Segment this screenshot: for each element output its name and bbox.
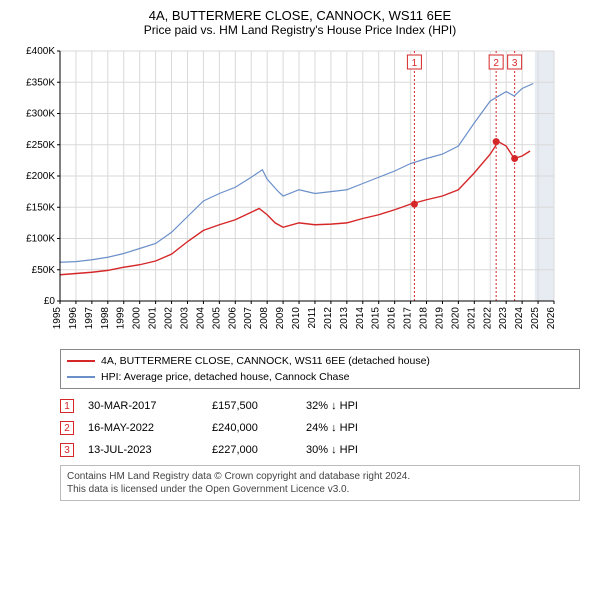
event-price: £227,000 [212, 444, 292, 456]
svg-text:2023: 2023 [498, 307, 509, 330]
chart-title: 4A, BUTTERMERE CLOSE, CANNOCK, WS11 6EE [12, 8, 588, 23]
svg-text:£350K: £350K [26, 77, 55, 88]
svg-text:2008: 2008 [259, 307, 270, 330]
legend: 4A, BUTTERMERE CLOSE, CANNOCK, WS11 6EE … [60, 349, 580, 389]
svg-text:1997: 1997 [84, 307, 95, 330]
event-date: 13-JUL-2023 [88, 444, 198, 456]
svg-text:1995: 1995 [52, 307, 63, 330]
chart-area: 1 2 3 £0 £50K £100K £150K £200K £250K £300K £350K £… [12, 43, 588, 343]
svg-text:2019: 2019 [434, 307, 445, 330]
svg-text:£50K: £50K [32, 265, 56, 276]
legend-label: HPI: Average price, detached house, Cann… [101, 369, 349, 385]
svg-text:3: 3 [512, 58, 518, 69]
event-marker: 2 [60, 421, 74, 435]
svg-text:£200K: £200K [26, 171, 55, 182]
svg-text:2014: 2014 [355, 307, 366, 330]
svg-text:2001: 2001 [148, 307, 159, 330]
event-diff: 24% ↓ HPI [306, 422, 358, 434]
legend-swatch [67, 360, 95, 362]
svg-text:2024: 2024 [514, 307, 525, 330]
legend-swatch [67, 376, 95, 378]
svg-text:2013: 2013 [339, 307, 350, 330]
event-price: £240,000 [212, 422, 292, 434]
svg-text:2025: 2025 [530, 307, 541, 330]
event-marker: 1 [60, 399, 74, 413]
event-row: 3 13-JUL-2023 £227,000 30% ↓ HPI [60, 439, 580, 461]
svg-text:£400K: £400K [26, 46, 55, 57]
event-price: £157,500 [212, 400, 292, 412]
svg-text:2012: 2012 [323, 307, 334, 330]
svg-text:2015: 2015 [371, 307, 382, 330]
event-marker: 3 [60, 443, 74, 457]
svg-text:£0: £0 [44, 296, 56, 307]
svg-text:1998: 1998 [100, 307, 111, 330]
event-diff: 30% ↓ HPI [306, 444, 358, 456]
svg-text:2017: 2017 [403, 307, 414, 330]
line-chart: 1 2 3 £0 £50K £100K £150K £200K £250K £300K £350K £… [12, 43, 572, 343]
svg-text:2026: 2026 [546, 307, 557, 330]
event-row: 1 30-MAR-2017 £157,500 32% ↓ HPI [60, 395, 580, 417]
svg-text:£250K: £250K [26, 140, 55, 151]
svg-text:2020: 2020 [450, 307, 461, 330]
event-date: 30-MAR-2017 [88, 400, 198, 412]
svg-text:2009: 2009 [275, 307, 286, 330]
svg-text:1996: 1996 [68, 307, 79, 330]
svg-text:2000: 2000 [132, 307, 143, 330]
event-date: 16-MAY-2022 [88, 422, 198, 434]
svg-text:2011: 2011 [307, 307, 318, 329]
svg-text:2007: 2007 [243, 307, 254, 330]
svg-text:2010: 2010 [291, 307, 302, 330]
footnote-line: This data is licensed under the Open Gov… [67, 483, 573, 496]
svg-text:2018: 2018 [419, 307, 430, 330]
svg-text:2004: 2004 [195, 307, 206, 330]
svg-text:1999: 1999 [116, 307, 127, 330]
svg-text:2016: 2016 [387, 307, 398, 330]
legend-label: 4A, BUTTERMERE CLOSE, CANNOCK, WS11 6EE … [101, 353, 430, 369]
svg-text:2021: 2021 [466, 307, 477, 330]
svg-text:2002: 2002 [164, 307, 175, 330]
svg-text:2005: 2005 [211, 307, 222, 330]
chart-subtitle: Price paid vs. HM Land Registry's House … [12, 23, 588, 37]
event-row: 2 16-MAY-2022 £240,000 24% ↓ HPI [60, 417, 580, 439]
footnote: Contains HM Land Registry data © Crown c… [60, 465, 580, 501]
legend-item: 4A, BUTTERMERE CLOSE, CANNOCK, WS11 6EE … [67, 353, 573, 369]
event-diff: 32% ↓ HPI [306, 400, 358, 412]
svg-text:£150K: £150K [26, 202, 55, 213]
events-table: 1 30-MAR-2017 £157,500 32% ↓ HPI 2 16-MA… [60, 395, 580, 461]
svg-text:2003: 2003 [179, 307, 190, 330]
svg-text:£100K: £100K [26, 234, 55, 245]
svg-text:2: 2 [493, 58, 499, 69]
legend-item: HPI: Average price, detached house, Cann… [67, 369, 573, 385]
svg-text:£300K: £300K [26, 109, 55, 120]
svg-text:2006: 2006 [227, 307, 238, 330]
footnote-line: Contains HM Land Registry data © Crown c… [67, 470, 573, 483]
svg-text:2022: 2022 [482, 307, 493, 330]
svg-text:1: 1 [412, 58, 418, 69]
